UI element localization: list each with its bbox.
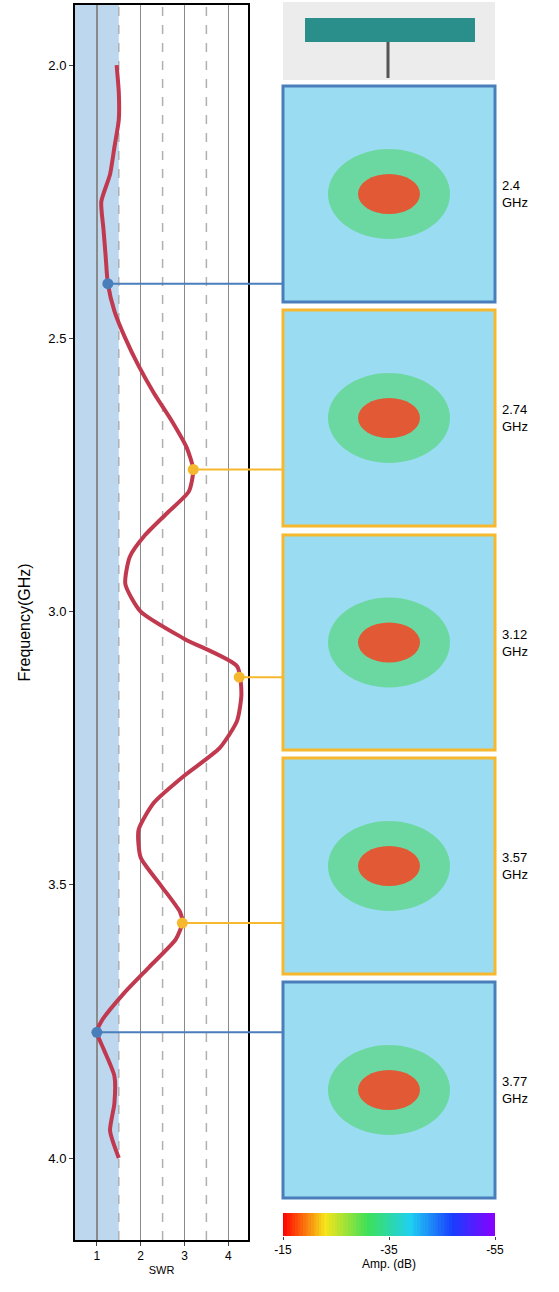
svg-text:2.5: 2.5 <box>48 331 66 346</box>
svg-text:4.0: 4.0 <box>48 1151 66 1166</box>
svg-text:2.74GHz: 2.74GHz <box>502 402 528 434</box>
svg-text:2: 2 <box>137 1249 144 1263</box>
svg-text:-55: -55 <box>486 1243 504 1257</box>
svg-text:Amp. (dB): Amp. (dB) <box>362 1257 416 1271</box>
svg-text:3: 3 <box>181 1249 188 1263</box>
svg-text:2.0: 2.0 <box>48 58 66 73</box>
svg-text:3.0: 3.0 <box>48 604 66 619</box>
svg-text:Frequency(GHz): Frequency(GHz) <box>16 563 33 681</box>
svg-text:-35: -35 <box>380 1243 398 1257</box>
svg-text:1: 1 <box>94 1249 101 1263</box>
svg-text:3.57GHz: 3.57GHz <box>502 850 528 882</box>
svg-text:2.4GHz: 2.4GHz <box>502 178 528 210</box>
svg-text:3.12GHz: 3.12GHz <box>502 627 528 659</box>
svg-text:3.77GHz: 3.77GHz <box>502 1074 528 1106</box>
svg-text:3.5: 3.5 <box>48 877 66 892</box>
svg-text:4: 4 <box>225 1249 232 1263</box>
svg-text:-15: -15 <box>274 1243 292 1257</box>
svg-text:SWR: SWR <box>149 1264 175 1276</box>
